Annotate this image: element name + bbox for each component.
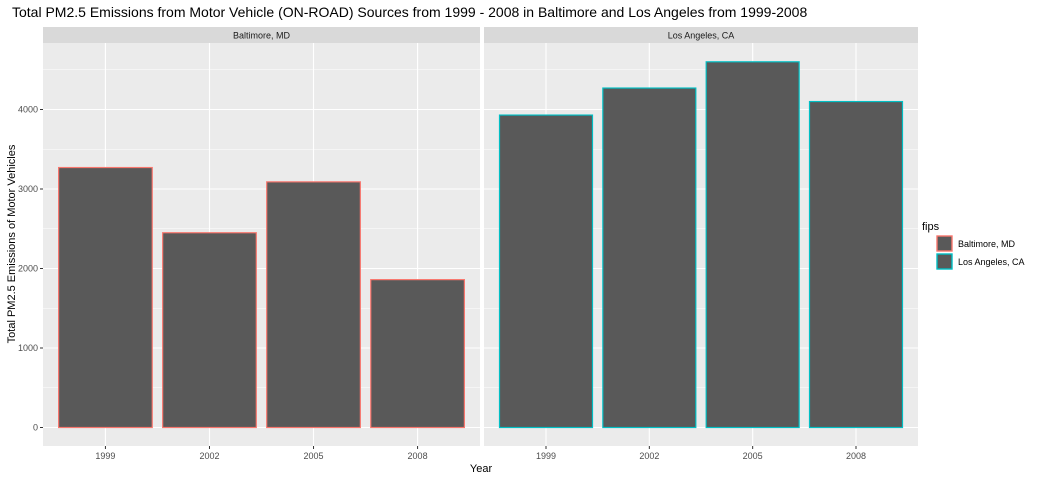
x-tick-label-los-angeles-2008: 2008 xyxy=(846,451,866,461)
x-tick-label-los-angeles-2002: 2002 xyxy=(639,451,659,461)
legend: fips Baltimore, MD Los Angeles, CA xyxy=(922,221,1025,270)
panel-strip-los-angeles xyxy=(484,27,918,43)
legend-key-los-angeles xyxy=(936,253,953,270)
bar-baltimore-1999 xyxy=(58,166,153,429)
bar-los-angeles-1999 xyxy=(498,114,594,429)
legend-title: fips xyxy=(922,221,940,233)
x-tick-label-baltimore-2002: 2002 xyxy=(199,451,219,461)
x-tick-label-baltimore-2005: 2005 xyxy=(304,451,324,461)
y-tick-label-3000: 3000 xyxy=(18,184,38,194)
legend-label-los-angeles: Los Angeles, CA xyxy=(958,257,1025,267)
panel-strip-baltimore xyxy=(43,27,480,43)
x-tick-label-baltimore-2008: 2008 xyxy=(408,451,428,461)
y-tick-label-4000: 4000 xyxy=(18,105,38,115)
bar-baltimore-2002 xyxy=(162,232,257,429)
x-tick-label-los-angeles-2005: 2005 xyxy=(743,451,763,461)
chart-title: Total PM2.5 Emissions from Motor Vehicle… xyxy=(12,4,807,20)
bar-baltimore-2008 xyxy=(370,279,465,429)
panels-layer: Baltimore, MD 1999 2002 2005 2008 Los Angeles… xyxy=(18,27,918,461)
bar-los-angeles-2005 xyxy=(705,61,800,429)
panel-strip-label-baltimore: Baltimore, MD xyxy=(233,31,291,41)
x-tick-label-baltimore-1999: 1999 xyxy=(95,451,115,461)
y-tick-label-0: 0 xyxy=(33,423,38,433)
y-tick-label-2000: 2000 xyxy=(18,264,38,274)
panel-strip-label-los-angeles: Los Angeles, CA xyxy=(668,31,735,41)
legend-label-baltimore: Baltimore, MD xyxy=(958,239,1016,249)
bar-baltimore-2005 xyxy=(266,181,361,429)
bar-los-angeles-2008 xyxy=(808,100,904,429)
y-tick-label-1000: 1000 xyxy=(18,343,38,353)
x-axis-label: Year xyxy=(470,463,493,475)
x-tick-label-los-angeles-1999: 1999 xyxy=(536,451,556,461)
legend-key-baltimore xyxy=(936,235,953,252)
bar-los-angeles-2002 xyxy=(602,87,697,429)
y-axis-label: Total PM2.5 Emissions of Motor Vehicles xyxy=(6,144,18,343)
